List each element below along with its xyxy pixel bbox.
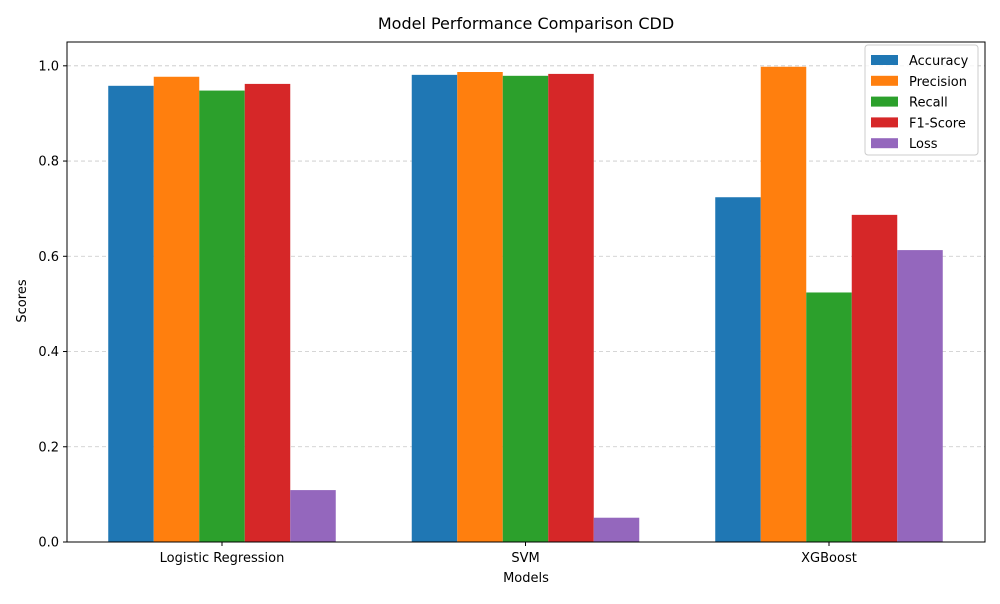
y-tick-label: 0.6: [38, 250, 59, 265]
y-tick-label: 0.2: [38, 440, 59, 455]
legend-swatch: [871, 55, 898, 65]
legend-label: F1-Score: [909, 116, 966, 131]
bar-recall: [199, 90, 245, 543]
y-tick-label: 0.0: [38, 536, 59, 551]
legend: Accuracy Precision Recall F1-Score Loss: [864, 44, 979, 156]
y-tick-label: 1.0: [38, 59, 59, 74]
x-axis: Logistic Regression SVM XGBoost: [160, 542, 857, 566]
y-tick-label: 0.4: [38, 345, 59, 360]
bar-accuracy: [715, 197, 761, 542]
y-axis: 0.0 0.2 0.4 0.6 0.8 1.0: [38, 59, 67, 551]
x-axis-label: Models: [503, 571, 549, 586]
bar-precision: [760, 66, 807, 542]
bar-loss: [290, 490, 336, 542]
bar-precision: [457, 72, 503, 542]
y-tick-label: 0.8: [38, 155, 59, 170]
y-axis-label: Scores: [15, 279, 30, 322]
legend-label: Loss: [909, 137, 938, 152]
legend-swatch: [871, 138, 898, 149]
x-tick-label: Logistic Regression: [160, 551, 285, 566]
bar-f1-score: [244, 83, 291, 543]
legend-box: [864, 44, 979, 156]
bar-recall: [502, 75, 549, 543]
bar-loss: [897, 250, 943, 542]
legend-label: Accuracy: [909, 54, 969, 69]
legend-swatch: [871, 96, 898, 107]
bar-f1-score: [851, 214, 898, 542]
bar-precision: [153, 76, 200, 542]
bar-accuracy: [108, 85, 154, 543]
bar-loss: [593, 517, 640, 542]
legend-label: Recall: [909, 96, 948, 111]
bar-recall: [806, 292, 852, 542]
legend-label: Precision: [909, 75, 967, 90]
x-tick-label: XGBoost: [801, 551, 857, 566]
legend-swatch: [871, 117, 898, 128]
bar-f1-score: [548, 73, 594, 543]
chart-title: Model Performance Comparison CDD: [378, 14, 674, 33]
bars: [108, 66, 943, 543]
bar-accuracy: [411, 74, 458, 542]
x-tick-label: SVM: [511, 551, 539, 566]
legend-swatch: [871, 75, 898, 86]
